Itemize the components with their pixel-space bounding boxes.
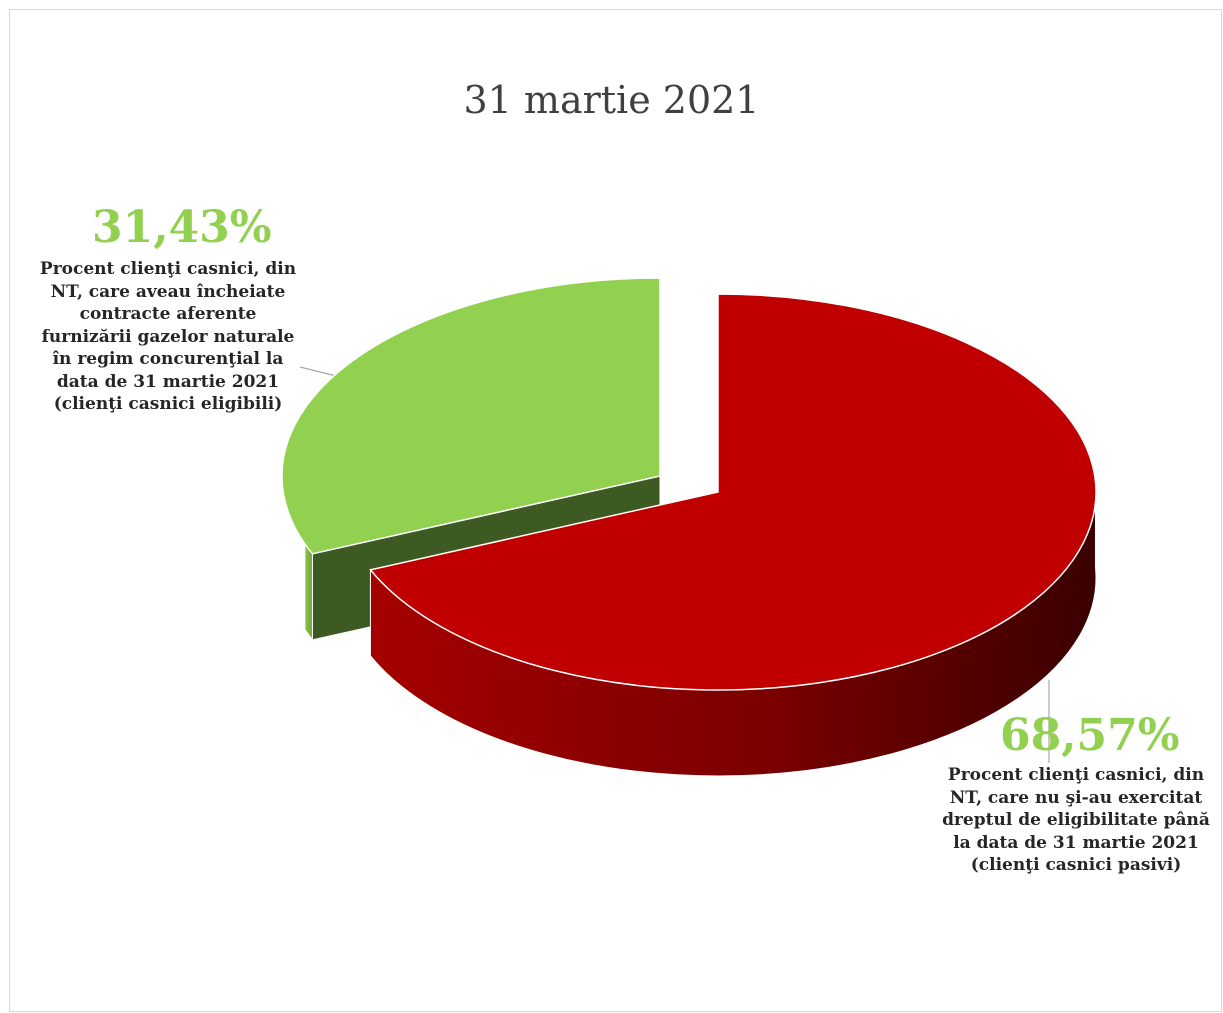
label-line: în regim concurenţial la (52, 349, 284, 369)
label-line: NT, care nu şi-au exercitat (949, 787, 1203, 808)
label-line: (clienţi casnici pasivi) (970, 855, 1182, 875)
chart-title: 31 martie 2021 (463, 78, 760, 122)
label-line: Procent clienţi casnici, din (947, 765, 1205, 785)
label-line: (clienţi casnici eligibili) (53, 394, 283, 414)
label-line: dreptul de eligibilitate până (942, 810, 1210, 830)
slice-label-value-eligible: 31,43% (92, 202, 272, 253)
chart-area (9, 9, 1222, 1012)
slice-eligible (281, 277, 661, 555)
slice-label-value-passive: 68,57% (1000, 710, 1180, 761)
label-line: furnizării gazelor naturale (41, 326, 295, 347)
label-line: contracte aferente (79, 304, 257, 324)
slice-label-passive: Procent clienţi casnici, din NT, care nu… (936, 764, 1216, 877)
label-line: la data de 31 martie 2021 (953, 832, 1199, 853)
label-line: Procent clienţi casnici, din (39, 259, 297, 279)
slice-passive (369, 293, 1097, 691)
label-line: NT, care aveau încheiate (50, 281, 286, 302)
slice-side-eligible (304, 542, 313, 642)
slice-label-eligible: Procent clienţi casnici, din NT, care av… (32, 258, 304, 416)
label-line: data de 31 martie 2021 (56, 371, 280, 392)
